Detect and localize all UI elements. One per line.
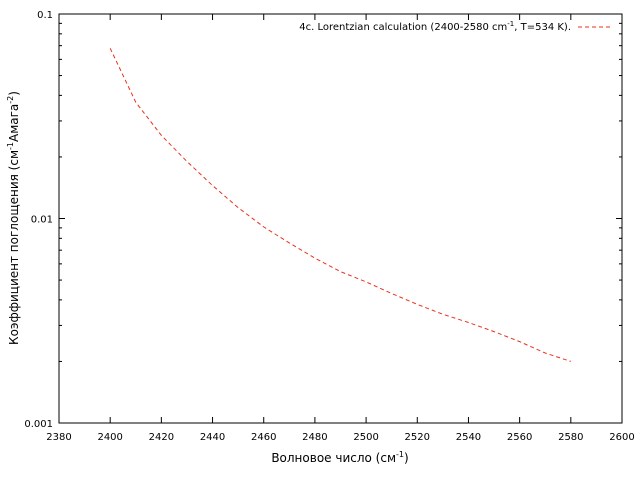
x-tick-label: 2480 [302,432,327,443]
x-axis-title: Волновое число (см-1) [271,450,408,465]
x-tick-label: 2560 [507,432,532,443]
x-tick-label: 2500 [353,432,378,443]
x-tick-label: 2380 [46,432,71,443]
y-tick-label: 0.1 [37,10,53,21]
x-tick-label: 2460 [251,432,276,443]
plot-frame [58,13,623,424]
legend: 4c. Lorentzian calculation (2400-2580 cm… [299,20,612,33]
y-axis-title: Коэффициент поглощения (см-1Амага-2) [6,91,21,345]
x-tick-label: 2580 [558,432,583,443]
y-axis-ticks: 0.001 0.01 0.1 [24,10,622,430]
x-tick-label: 2420 [149,432,174,443]
x-tick-label: 2540 [456,432,481,443]
x-tick-label: 2400 [97,432,122,443]
legend-label: 4c. Lorentzian calculation (2400-2580 cm… [299,20,571,33]
x-tick-label: 2600 [609,432,634,443]
x-tick-label: 2520 [405,432,430,443]
x-axis-ticks: 2380 2400 2420 2440 2460 2480 2500 2520 2540 2560… [46,14,635,443]
x-tick-label: 2440 [200,432,225,443]
y-tick-label: 0.01 [31,215,53,226]
series-line [109,48,571,362]
y-tick-label: 0.001 [24,419,53,430]
